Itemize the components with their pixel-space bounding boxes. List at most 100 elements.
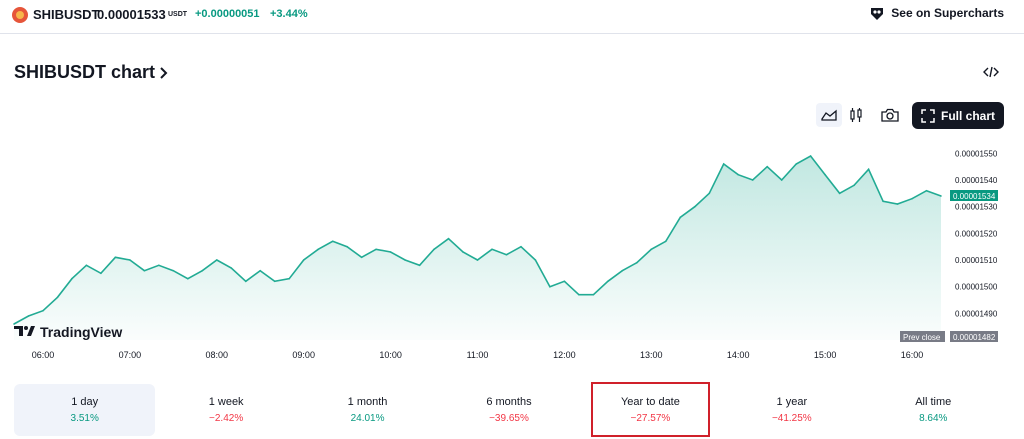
period-change-value: 8.64% — [919, 413, 948, 424]
chart-title-link[interactable]: SHIBUSDT chart — [14, 62, 169, 83]
period-change-value: 24.01% — [350, 413, 385, 424]
price-point — [549, 285, 551, 288]
price-point — [853, 184, 855, 187]
code-icon — [983, 66, 999, 78]
current-price-label: 0.00001534 — [953, 192, 996, 201]
price-point — [534, 259, 537, 261]
price-point — [114, 256, 117, 259]
price-point — [737, 173, 739, 176]
price-point — [838, 192, 841, 195]
period-tab-year-to-date[interactable]: Year to date −27.57% — [580, 382, 721, 437]
prev-close-tag — [900, 331, 945, 342]
price-point — [216, 259, 218, 261]
period-selector: 1 day 3.51% 1 week −2.42% 1 month 24.01% 6 mon… — [14, 382, 1004, 437]
price-point — [389, 251, 392, 253]
tradingview-watermark: TradingView — [40, 324, 122, 340]
price-point — [462, 251, 464, 253]
price-point — [172, 269, 175, 272]
price-point — [404, 259, 406, 261]
price-chart[interactable]: 0.00001550 0.00001540 0.00001530 0.00001520… — [0, 140, 1024, 370]
candles-chart-button[interactable] — [843, 103, 869, 127]
period-tab-1-week[interactable]: 1 week −2.42% — [155, 384, 296, 436]
see-on-supercharts-link[interactable]: See on Supercharts — [869, 5, 1004, 21]
symbol-name[interactable]: SHIBUSDT — [33, 7, 100, 22]
price-point — [129, 259, 131, 261]
full-chart-button[interactable]: Full chart — [912, 102, 1004, 129]
price-point — [592, 293, 595, 296]
price-point — [230, 267, 233, 269]
period-tab-all-time[interactable]: All time 8.64% — [863, 384, 1004, 436]
price-point — [940, 195, 942, 197]
period-label: 6 months — [486, 396, 532, 408]
expand-icon — [921, 108, 935, 123]
price-point — [158, 264, 160, 267]
price-currency: USDT — [168, 11, 188, 18]
price-point — [288, 277, 291, 280]
price-point — [187, 277, 189, 280]
embed-code-button[interactable] — [980, 62, 1002, 82]
price-point — [607, 280, 609, 283]
prev-close-value-tag — [950, 331, 998, 342]
chevron-right-icon — [160, 66, 168, 79]
price-point — [694, 205, 696, 208]
price-point — [679, 216, 682, 219]
price-point — [317, 248, 320, 251]
price-point — [665, 240, 667, 243]
period-label: 1 year — [776, 396, 808, 408]
price-point — [491, 248, 493, 251]
screenshot-button[interactable] — [877, 103, 903, 127]
price-point — [911, 197, 913, 200]
period-tab-1-month[interactable]: 1 month 24.01% — [297, 384, 438, 436]
y-axis-tick-label: 0.00001550 — [955, 149, 998, 158]
price-point — [27, 315, 30, 317]
price-point — [751, 179, 754, 181]
price-point — [85, 264, 88, 267]
symbol-header: SHIBUSDT 0.00001533 USDT +0.00000051 +3.… — [0, 0, 1024, 33]
price-point — [882, 200, 884, 203]
price-point — [708, 192, 711, 195]
camera-icon — [881, 108, 899, 122]
price-point — [925, 189, 928, 192]
price-point — [563, 280, 566, 283]
price-point — [71, 277, 73, 280]
x-axis-tick-label: 13:00 — [640, 350, 663, 360]
y-axis-tick-label: 0.00001540 — [955, 176, 998, 185]
x-axis-tick-label: 11:00 — [467, 350, 489, 360]
price-point — [56, 296, 59, 299]
area-chart-button[interactable] — [816, 103, 842, 127]
price-point — [201, 269, 204, 272]
current-price-tag — [950, 190, 998, 201]
shib-coin-icon — [12, 7, 28, 23]
y-axis-tick-label: 0.00001510 — [955, 256, 998, 265]
price-point — [433, 248, 435, 251]
prev-close-value: 0.00001482 — [953, 333, 996, 342]
price-change-absolute: +0.00000051 — [195, 8, 260, 20]
period-label: All time — [915, 396, 952, 408]
period-tab-6-months[interactable]: 6 months −39.65% — [438, 384, 579, 436]
period-label: Year to date — [620, 396, 680, 408]
price-point — [636, 261, 638, 264]
period-tab-1-day[interactable]: 1 day 3.51% — [14, 384, 156, 436]
full-chart-label: Full chart — [940, 108, 995, 123]
x-axis-tick-label: 10:00 — [379, 350, 402, 360]
price-point — [766, 165, 768, 168]
x-axis-tick-label: 07:00 — [119, 350, 142, 360]
price-point — [302, 259, 305, 261]
price-point — [42, 309, 44, 312]
x-axis-tick-label: 14:00 — [727, 350, 750, 360]
price-point — [867, 168, 870, 171]
period-change-value: 3.51% — [70, 413, 99, 424]
price-point — [331, 240, 334, 243]
price-point — [100, 272, 102, 275]
period-change-value: −2.42% — [209, 413, 244, 424]
period-label: 1 day — [71, 396, 99, 408]
price-point — [476, 259, 479, 261]
prev-close-label: Prev close — [903, 333, 941, 342]
price-point — [795, 163, 797, 165]
price-point — [418, 264, 421, 267]
period-tab-1-year[interactable]: 1 year −41.25% — [721, 384, 862, 436]
y-axis-tick-label: 0.00001500 — [955, 283, 998, 292]
price-point — [650, 248, 653, 251]
area-chart-icon — [821, 109, 837, 121]
price-point — [375, 248, 377, 251]
